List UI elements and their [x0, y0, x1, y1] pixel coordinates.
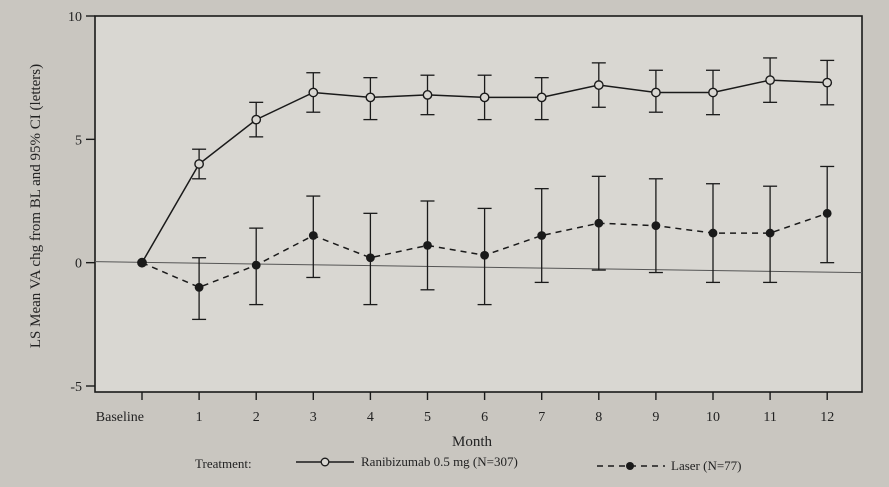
data-point [251, 260, 261, 270]
y-axis-title: LS Mean VA chg from BL and 95% CI (lette… [28, 64, 44, 348]
legend-label-ranibizumab: Ranibizumab 0.5 mg (N=307) [361, 454, 518, 469]
x-axis-title: Month [452, 434, 493, 450]
data-point [480, 250, 489, 260]
legend-title: Treatment: [195, 456, 252, 471]
legend-label-laser: Laser (N=77) [671, 458, 742, 473]
data-point [593, 80, 604, 90]
data-point [194, 159, 205, 169]
x-tick-label: 12 [820, 410, 834, 425]
data-point [708, 228, 718, 238]
x-tick-label: 4 [367, 410, 374, 425]
x-tick-label: 5 [424, 410, 431, 425]
x-tick-label: 1 [196, 410, 203, 425]
legend-item-ranibizumab: Ranibizumab 0.5 mg (N=307) [296, 454, 518, 469]
data-point [765, 75, 775, 86]
x-tick-label: 6 [481, 410, 488, 425]
x-tick-label: 9 [652, 410, 659, 425]
data-point [822, 208, 832, 218]
legend: Treatment: Ranibizumab 0.5 mg (N=307) Las… [195, 454, 742, 473]
x-tick-label: Baseline [96, 410, 144, 425]
data-point [765, 228, 775, 238]
data-point [822, 77, 833, 88]
y-tick-label: 5 [75, 133, 82, 148]
data-point [365, 92, 376, 103]
data-point [536, 92, 547, 103]
data-point [708, 87, 718, 98]
series-ranibizumab [137, 57, 835, 268]
series-layer [137, 57, 835, 321]
legend-item-laser: Laser (N=77) [597, 458, 742, 473]
x-tick-label: 3 [310, 410, 317, 425]
x-tick-label: 11 [763, 410, 776, 425]
data-point [423, 241, 432, 250]
x-tick-label: 7 [538, 410, 545, 425]
data-point [137, 258, 147, 268]
data-point [479, 92, 490, 103]
y-tick-label: -5 [70, 380, 82, 395]
data-point [366, 253, 375, 263]
zero-reference-line [94, 261, 863, 274]
data-point [308, 87, 319, 98]
y-tick-label: 10 [68, 10, 82, 25]
legend-marker-open [320, 457, 330, 467]
plot-frame [94, 15, 863, 393]
legend-marker-filled [626, 462, 634, 470]
data-point [194, 282, 204, 292]
data-point [537, 231, 547, 240]
data-point [651, 87, 661, 98]
data-point [594, 218, 604, 228]
x-tick-label: 2 [253, 410, 260, 425]
y-tick-label: 0 [75, 257, 82, 272]
x-tick-label: 10 [706, 410, 720, 425]
x-tick-label: 8 [595, 410, 602, 425]
data-point [251, 114, 262, 125]
data-point [651, 221, 661, 231]
data-point [422, 90, 433, 100]
series-laser [137, 165, 835, 321]
data-point [308, 231, 318, 240]
plot-area [94, 15, 863, 393]
